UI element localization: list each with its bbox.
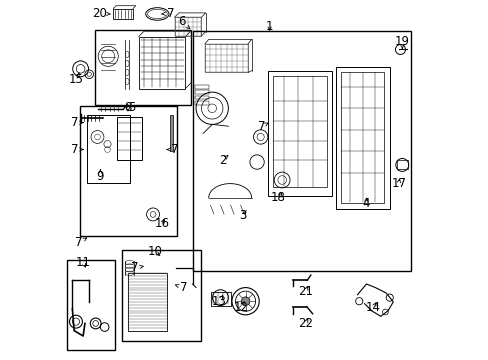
Text: 7: 7 [131, 261, 139, 274]
Bar [86, 115, 129, 183]
Bar [80, 107, 177, 235]
Text: 17: 17 [390, 177, 406, 190]
Bar [122, 250, 201, 341]
Text: 2: 2 [219, 154, 226, 167]
Bar [273, 76, 326, 187]
Bar [341, 72, 384, 203]
Bar [195, 96, 209, 99]
Text: 1: 1 [265, 20, 273, 33]
Text: 3: 3 [239, 210, 246, 222]
Text: 18: 18 [270, 192, 285, 204]
Text: 11: 11 [76, 256, 90, 269]
Text: 7: 7 [75, 236, 82, 249]
Bar [139, 37, 185, 89]
Text: 10: 10 [147, 245, 162, 258]
Bar [169, 116, 173, 151]
Text: 5: 5 [127, 101, 135, 114]
Bar [67, 260, 115, 350]
Text: 7: 7 [167, 7, 174, 20]
Bar [195, 85, 209, 89]
Bar [204, 44, 247, 72]
Bar [335, 67, 389, 209]
Text: 15: 15 [68, 73, 83, 86]
Bar [94, 30, 191, 105]
Bar [128, 273, 167, 330]
Text: 9: 9 [97, 170, 104, 183]
Text: 7: 7 [258, 120, 265, 133]
Text: 22: 22 [297, 317, 312, 330]
Text: 20: 20 [92, 7, 106, 20]
Circle shape [241, 297, 249, 306]
Text: 7: 7 [180, 281, 187, 294]
Text: 7: 7 [71, 116, 79, 129]
Bar [192, 31, 410, 271]
Bar [113, 9, 133, 19]
Bar [396, 160, 407, 169]
Bar [195, 90, 209, 94]
Text: 14: 14 [366, 301, 380, 314]
Bar [267, 71, 332, 196]
Bar [211, 292, 230, 306]
Text: 13: 13 [211, 296, 226, 309]
Text: 21: 21 [297, 285, 312, 298]
Text: 12: 12 [233, 301, 248, 314]
Text: 16: 16 [154, 217, 169, 230]
Bar [117, 117, 142, 160]
Text: 6: 6 [178, 15, 185, 28]
Text: 4: 4 [362, 197, 369, 210]
Bar [174, 17, 201, 36]
Text: 7: 7 [170, 143, 178, 156]
Bar [195, 101, 209, 105]
Text: 19: 19 [394, 35, 409, 49]
Text: 7: 7 [71, 143, 79, 156]
Text: 8: 8 [124, 101, 131, 114]
